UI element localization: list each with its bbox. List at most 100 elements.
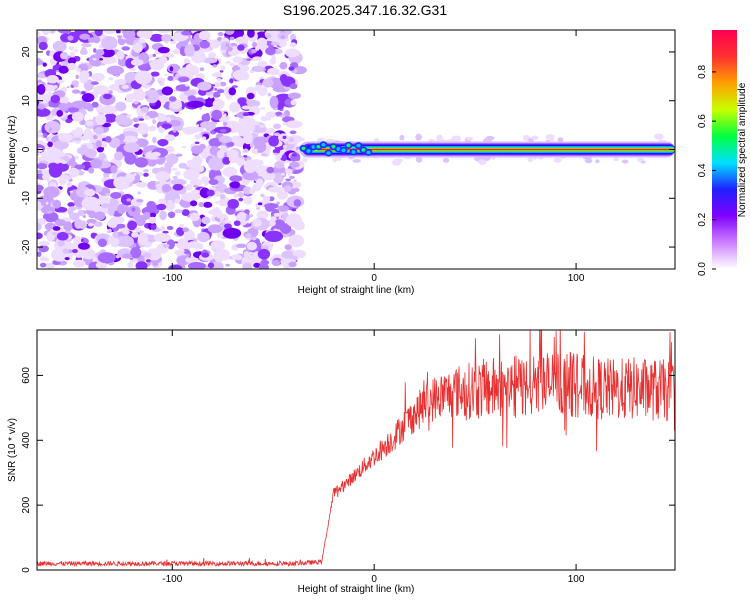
noise-cell [95,140,102,148]
noise-cell [129,68,137,71]
noise-cell [256,210,269,220]
noise-cell [208,52,216,59]
noise-cell [88,54,104,67]
noise-cell [242,171,259,181]
noise-cell [181,145,187,148]
noise-cell [115,74,119,78]
noise-cell [115,114,129,125]
noise-cell [37,169,43,175]
spectrogram-x-ticks: -100 0 100 [162,30,585,284]
noise-cell [80,238,84,243]
noise-cell [262,195,271,202]
noise-cell [187,261,206,269]
noise-cell [38,245,49,253]
noise-cell [282,144,287,149]
noise-cell [49,127,52,132]
noise-cell [243,115,250,120]
noise-cell [337,157,342,161]
noise-cell [43,132,48,139]
noise-cell [451,135,462,143]
noise-cell [119,207,125,210]
noise-cell [196,124,200,127]
noise-cell [83,148,97,158]
noise-cell [222,227,242,239]
noise-cell [150,224,157,231]
noise-cell [161,183,172,193]
noise-cell [242,262,253,269]
noise-cell [267,92,272,97]
noise-cell [273,123,281,129]
noise-cell [227,198,240,209]
noise-cell [237,191,245,198]
noise-cell [207,262,215,269]
noise-cell [289,175,295,180]
noise-cell [266,117,272,121]
noise-cell [94,30,103,37]
noise-cell [82,102,93,110]
noise-cell [198,201,204,208]
noise-cell [74,218,83,229]
noise-cell [50,94,61,104]
page-title: S196.2025.347.16.32.G31 [283,2,447,18]
noise-cell [79,70,90,81]
signal-cell [336,147,341,151]
noise-cell [157,30,172,34]
noise-cell [67,107,80,113]
noise-cell [73,259,86,268]
colorbar-label: Normalized spectral amplitude [737,82,748,217]
noise-cell [289,42,297,48]
noise-cell [130,58,144,66]
noise-cell [266,166,275,174]
signal-cell [356,143,361,148]
colorbar-tick-label: 0.0 [697,262,708,276]
noise-cell [217,32,224,37]
noise-cell [293,179,297,182]
noise-cell [127,262,134,269]
noise-cell [78,106,83,110]
y-tick-label: -20 [21,239,32,254]
noise-cell [123,142,141,153]
noise-cell [44,120,61,134]
noise-cell [51,111,56,116]
noise-cell [212,99,225,110]
noise-cell [193,185,199,188]
noise-cell [252,65,264,73]
noise-cell [273,152,279,156]
noise-cell [231,85,238,88]
noise-cell [138,118,145,121]
noise-cell [273,132,280,137]
noise-cell [37,57,42,66]
noise-cell [163,104,167,109]
noise-cell [265,32,272,39]
noise-cell [613,156,619,162]
noise-cell [58,132,73,142]
noise-cell [90,232,96,237]
noise-cell [126,114,132,118]
noise-cell [113,151,124,161]
noise-cell [184,166,191,170]
noise-cell [208,156,225,171]
noise-cell [246,241,258,251]
noise-cell [71,111,84,122]
noise-cell [214,201,221,204]
noise-cell [199,40,210,49]
noise-cell [108,90,113,95]
colorbar-ticks: 0.0 0.2 0.4 0.6 0.8 [697,64,716,276]
noise-cell [112,230,119,239]
noise-cell [181,30,191,36]
noise-cell [37,103,45,110]
noise-cell [192,126,205,132]
noise-cell [166,225,174,231]
noise-cell [157,46,170,54]
noise-cell [228,87,237,96]
noise-cell [132,117,140,123]
noise-cell [132,42,143,53]
noise-cell [88,214,96,219]
noise-cell [257,248,271,260]
spectrogram-y-label: Frequency (Hz) [7,116,18,185]
noise-cell [216,89,226,94]
noise-cell [37,131,42,138]
noise-cell [93,85,109,95]
noise-cell [218,135,232,144]
noise-cell [74,155,79,160]
